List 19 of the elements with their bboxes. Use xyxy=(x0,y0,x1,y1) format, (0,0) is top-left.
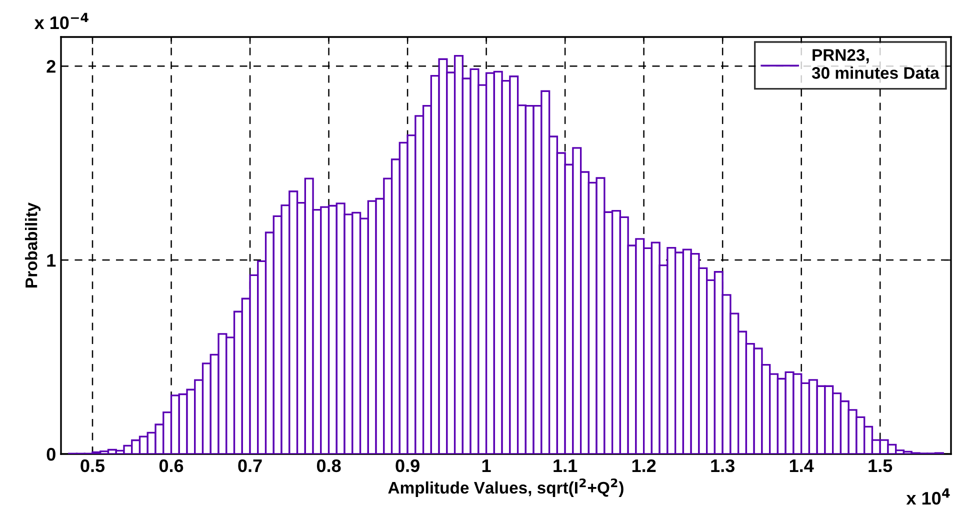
legend-label: PRN23, 30 minutes Data xyxy=(812,49,940,79)
x-tick-label: 0.9 xyxy=(396,459,420,472)
x-tick-label: 0.5 xyxy=(80,459,105,472)
y-axis-title: Probability xyxy=(25,202,41,288)
text: x 10$^{−4}$ xyxy=(34,12,88,30)
x-tick-label: 0.8 xyxy=(316,459,341,472)
y-tick-label: 1 xyxy=(47,254,56,267)
text: x 10$^{4}$ xyxy=(906,488,950,505)
y-tick-label: 2 xyxy=(46,60,56,73)
y-tick-label: 0 xyxy=(46,448,56,461)
x-tick-label: 1.1 xyxy=(554,460,578,472)
x-tick-label: 0.6 xyxy=(159,459,184,472)
x-tick-label: 1.3 xyxy=(711,459,734,472)
x-axis-title: Amplitude Values, sqrt(I$^{2}$+Q$^{2}$) xyxy=(388,478,624,497)
x-tick-label: 1 xyxy=(482,460,491,472)
x-tick-label: 1.5 xyxy=(868,460,892,472)
x-tick-label: 1.4 xyxy=(790,460,814,472)
x-tick-label: 0.7 xyxy=(238,459,262,472)
x-tick-label: 1.2 xyxy=(632,459,656,472)
